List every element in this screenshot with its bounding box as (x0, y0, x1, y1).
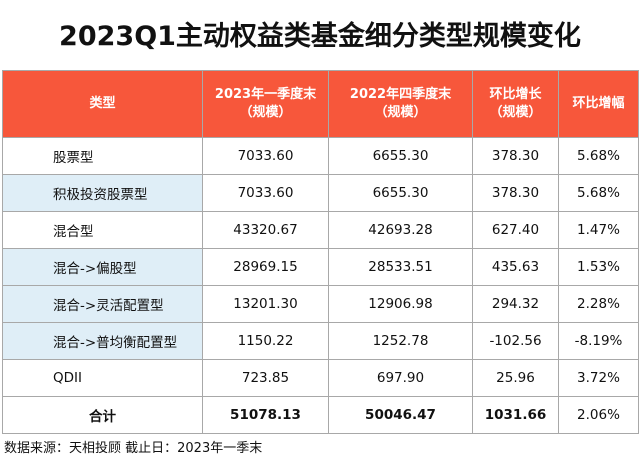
pct-cell: -8.19% (558, 322, 639, 360)
q1-2023-cell: 1150.22 (202, 322, 329, 360)
type-cell: 混合->灵活配置型 (2, 285, 203, 323)
type-cell: 积极投资股票型 (2, 174, 203, 212)
header-q4-2022: 2022年四季度末 （规模） (328, 70, 473, 138)
total-label-cell: 合计 (2, 396, 203, 434)
pct-cell: 2.28% (558, 285, 639, 323)
q4-2022-cell: 42693.28 (328, 211, 473, 249)
total-q4-2022-cell: 50046.47 (328, 396, 473, 434)
pct-cell: 1.47% (558, 211, 639, 249)
header-type: 类型 (2, 70, 203, 138)
table-row: QDII 723.85 697.90 25.96 3.72% (2, 359, 639, 397)
type-cell: 混合->普均衡配置型 (2, 322, 203, 360)
q1-2023-cell: 13201.30 (202, 285, 329, 323)
pct-cell: 1.53% (558, 248, 639, 286)
type-cell: 混合->偏股型 (2, 248, 203, 286)
type-cell: QDII (2, 359, 203, 397)
table-row: 混合->灵活配置型 13201.30 12906.98 294.32 2.28% (2, 285, 639, 323)
header-change: 环比增长 （规模） (472, 70, 559, 138)
q1-2023-cell: 7033.60 (202, 137, 329, 175)
table-row: 混合->普均衡配置型 1150.22 1252.78 -102.56 -8.19… (2, 322, 639, 360)
change-cell: 25.96 (472, 359, 559, 397)
total-change-cell: 1031.66 (472, 396, 559, 434)
table-row: 混合->偏股型 28969.15 28533.51 435.63 1.53% (2, 248, 639, 286)
total-row: 合计 51078.13 50046.47 1031.66 2.06% (2, 396, 639, 434)
type-cell: 混合型 (2, 211, 203, 249)
q4-2022-cell: 12906.98 (328, 285, 473, 323)
pct-cell: 5.68% (558, 137, 639, 175)
q1-2023-cell: 723.85 (202, 359, 329, 397)
q1-2023-cell: 43320.67 (202, 211, 329, 249)
data-source-note: 数据来源：天相投顾 截止日：2023年一季末 (4, 441, 263, 456)
type-cell: 股票型 (2, 137, 203, 175)
header-q1-2023: 2023年一季度末 （规模） (202, 70, 329, 138)
table-row: 积极投资股票型 7033.60 6655.30 378.30 5.68% (2, 174, 639, 212)
q1-2023-cell: 7033.60 (202, 174, 329, 212)
q4-2022-cell: 28533.51 (328, 248, 473, 286)
page-title: 2023Q1主动权益类基金细分类型规模变化 (59, 21, 581, 52)
change-cell: 294.32 (472, 285, 559, 323)
q4-2022-cell: 6655.30 (328, 174, 473, 212)
change-cell: 378.30 (472, 174, 559, 212)
q4-2022-cell: 1252.78 (328, 322, 473, 360)
q4-2022-cell: 6655.30 (328, 137, 473, 175)
q4-2022-cell: 697.90 (328, 359, 473, 397)
total-pct-cell: 2.06% (558, 396, 639, 434)
table-row: 股票型 7033.60 6655.30 378.30 5.68% (2, 137, 639, 175)
pct-cell: 5.68% (558, 174, 639, 212)
total-q1-2023-cell: 51078.13 (202, 396, 329, 434)
table-row: 混合型 43320.67 42693.28 627.40 1.47% (2, 211, 639, 249)
change-cell: 435.63 (472, 248, 559, 286)
pct-cell: 3.72% (558, 359, 639, 397)
change-cell: -102.56 (472, 322, 559, 360)
fund-scale-table: 类型 2023年一季度末 （规模） 2022年四季度末 （规模） 环比增长 （规模） … (2, 70, 639, 434)
header-pct: 环比增幅 (558, 70, 639, 138)
change-cell: 378.30 (472, 137, 559, 175)
table-header-row: 类型 2023年一季度末 （规模） 2022年四季度末 （规模） 环比增长 （规模） … (2, 70, 639, 138)
q1-2023-cell: 28969.15 (202, 248, 329, 286)
change-cell: 627.40 (472, 211, 559, 249)
